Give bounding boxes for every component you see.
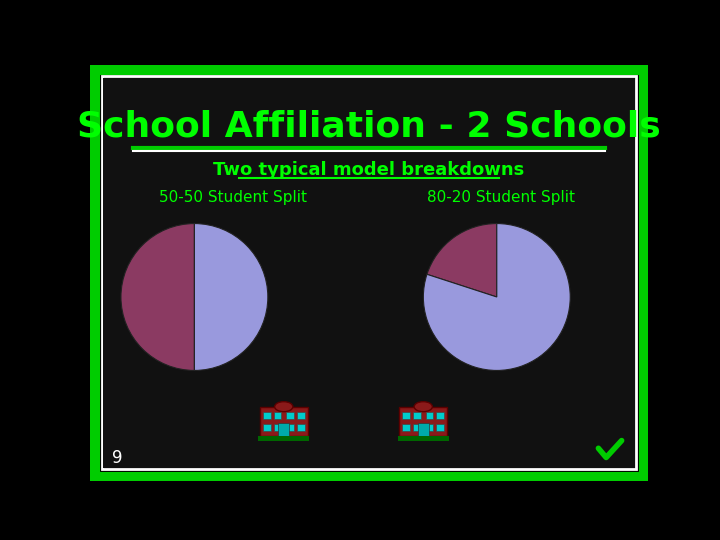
Wedge shape: [423, 224, 570, 370]
Bar: [402, 424, 410, 431]
Ellipse shape: [274, 402, 293, 411]
Bar: [413, 424, 421, 431]
Wedge shape: [121, 224, 194, 370]
Bar: [436, 424, 444, 431]
Text: 9: 9: [112, 449, 122, 467]
Text: Two typical model breakdowns: Two typical model breakdowns: [213, 161, 525, 179]
Text: 50-50 Student Split: 50-50 Student Split: [159, 190, 307, 205]
Bar: [258, 436, 310, 441]
Bar: [263, 412, 271, 419]
Bar: [402, 412, 410, 419]
Bar: [426, 412, 433, 419]
Bar: [297, 424, 305, 431]
Bar: [436, 412, 444, 419]
Bar: [274, 412, 282, 419]
Bar: [279, 423, 289, 436]
Ellipse shape: [414, 402, 433, 411]
Bar: [263, 424, 271, 431]
Bar: [397, 436, 449, 441]
Bar: [274, 424, 282, 431]
Wedge shape: [427, 224, 497, 297]
Text: School Affiliation - 2 Schools: School Affiliation - 2 Schools: [77, 110, 661, 144]
Text: 80-20 Student Split: 80-20 Student Split: [427, 190, 575, 205]
Bar: [413, 412, 421, 419]
Wedge shape: [194, 224, 268, 370]
Bar: [260, 407, 307, 436]
Bar: [286, 412, 294, 419]
Bar: [399, 407, 447, 436]
Bar: [297, 412, 305, 419]
Bar: [418, 423, 428, 436]
Bar: [426, 424, 433, 431]
Bar: [286, 424, 294, 431]
